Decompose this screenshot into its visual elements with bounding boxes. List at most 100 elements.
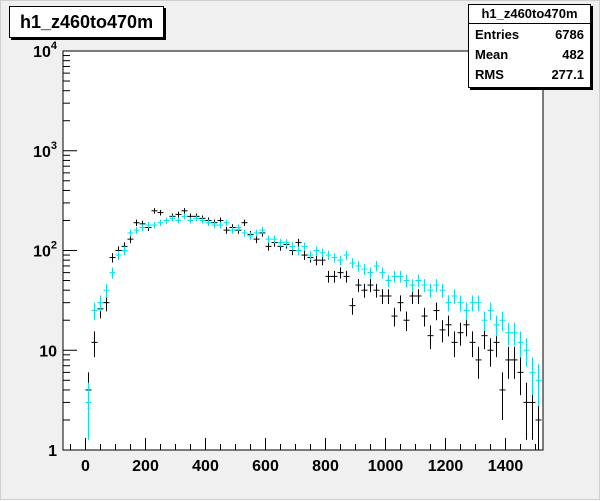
black-data-point [445, 315, 452, 337]
cyan-data-point [229, 226, 236, 234]
cyan-data-point [511, 322, 518, 346]
y-tick-label: 103 [33, 140, 57, 161]
black-data-point [403, 311, 410, 332]
black-data-point [253, 235, 260, 244]
black-data-point [415, 289, 422, 305]
cyan-data-point [307, 250, 314, 260]
cyan-data-point [169, 215, 176, 222]
cyan-data-point [133, 226, 140, 234]
black-data-point [433, 302, 440, 321]
cyan-data-point [523, 338, 530, 367]
black-data-point [367, 279, 374, 293]
black-data-point [421, 307, 428, 327]
x-tick-label: 1400 [488, 458, 524, 475]
cyan-data-point [481, 311, 488, 332]
black-data-point [487, 338, 494, 367]
cyan-data-point [121, 246, 128, 256]
cyan-data-point [403, 274, 410, 288]
black-data-point [511, 346, 518, 379]
cyan-data-point [505, 322, 512, 346]
cyan-data-point [493, 315, 500, 337]
cyan-data-point [181, 213, 188, 220]
cyan-data-point [259, 226, 266, 234]
data-marks [85, 208, 542, 450]
black-data-point [373, 283, 380, 298]
cyan-data-point [247, 232, 254, 240]
histogram-title: h1_z460to470m [9, 6, 165, 38]
cyan-data-point [151, 221, 158, 229]
cyan-data-point [343, 250, 350, 260]
black-data-point [337, 267, 344, 279]
cyan-data-point [235, 224, 242, 231]
cyan-data-point [193, 215, 200, 222]
x-tick-label: 600 [252, 458, 279, 475]
stats-label: Entries [475, 27, 520, 42]
cyan-data-point [283, 238, 290, 247]
cyan-data-point [367, 267, 374, 279]
cyan-data-point [439, 283, 446, 298]
black-data-point [505, 346, 512, 379]
stats-row-mean: Mean 482 [469, 44, 590, 64]
cyan-data-point [187, 217, 194, 224]
stats-value: 482 [562, 47, 584, 62]
cyan-data-point [223, 219, 230, 226]
cyan-data-point [175, 217, 182, 224]
black-data-point [517, 357, 524, 396]
cyan-data-point [277, 238, 284, 247]
cyan-data-point [463, 302, 470, 321]
y-tick-label: 1 [48, 443, 57, 460]
cyan-data-point [271, 235, 278, 244]
black-data-point [397, 295, 404, 312]
cyan-data-point [361, 264, 368, 275]
cyan-data-point [295, 246, 302, 256]
black-data-point [379, 289, 386, 305]
stats-label: Mean [475, 47, 509, 62]
cyan-data-point [325, 250, 332, 260]
black-data-point [475, 346, 482, 379]
black-data-point [427, 325, 434, 350]
black-data-point [223, 226, 230, 234]
black-data-point [241, 219, 248, 226]
x-tick-label: 200 [132, 458, 159, 475]
cyan-data-point [265, 235, 272, 244]
cyan-data-point [499, 311, 506, 332]
cyan-data-point [427, 283, 434, 298]
black-data-point [349, 298, 356, 315]
cyan-data-point [349, 258, 356, 269]
black-data-point [301, 250, 308, 260]
stats-title: h1_z460to470m [469, 5, 590, 24]
cyan-data-point [91, 302, 98, 321]
cyan-data-point [301, 242, 308, 251]
cyan-data-point [397, 270, 404, 283]
x-tick-label: 800 [312, 458, 339, 475]
black-data-point [151, 208, 158, 214]
stats-value: 6786 [555, 27, 584, 42]
cyan-data-point [103, 283, 110, 298]
stats-row-rms: RMS 277.1 [469, 64, 590, 84]
cyan-data-point [535, 364, 542, 406]
y-tick-label: 102 [33, 240, 57, 261]
cyan-data-point [241, 229, 248, 237]
black-data-point [181, 208, 188, 214]
cyan-data-point [211, 221, 218, 229]
cyan-data-point [451, 289, 458, 305]
cyan-data-point [331, 253, 338, 263]
black-data-point [361, 283, 368, 298]
cyan-data-point [253, 229, 260, 237]
cyan-data-point [409, 279, 416, 293]
black-data-point [103, 295, 110, 312]
cyan-data-point [487, 302, 494, 321]
black-data-point [265, 242, 272, 251]
black-data-point [325, 270, 332, 283]
black-data-point [343, 270, 350, 283]
cyan-data-point [475, 295, 482, 312]
cyan-data-point [379, 267, 386, 279]
cyan-data-point [373, 261, 380, 272]
cyan-data-point [205, 219, 212, 226]
cyan-data-point [385, 274, 392, 288]
cyan-data-point [319, 248, 326, 258]
cyan-data-point [469, 295, 476, 312]
black-data-point [499, 372, 506, 420]
cyan-data-point [517, 331, 524, 358]
